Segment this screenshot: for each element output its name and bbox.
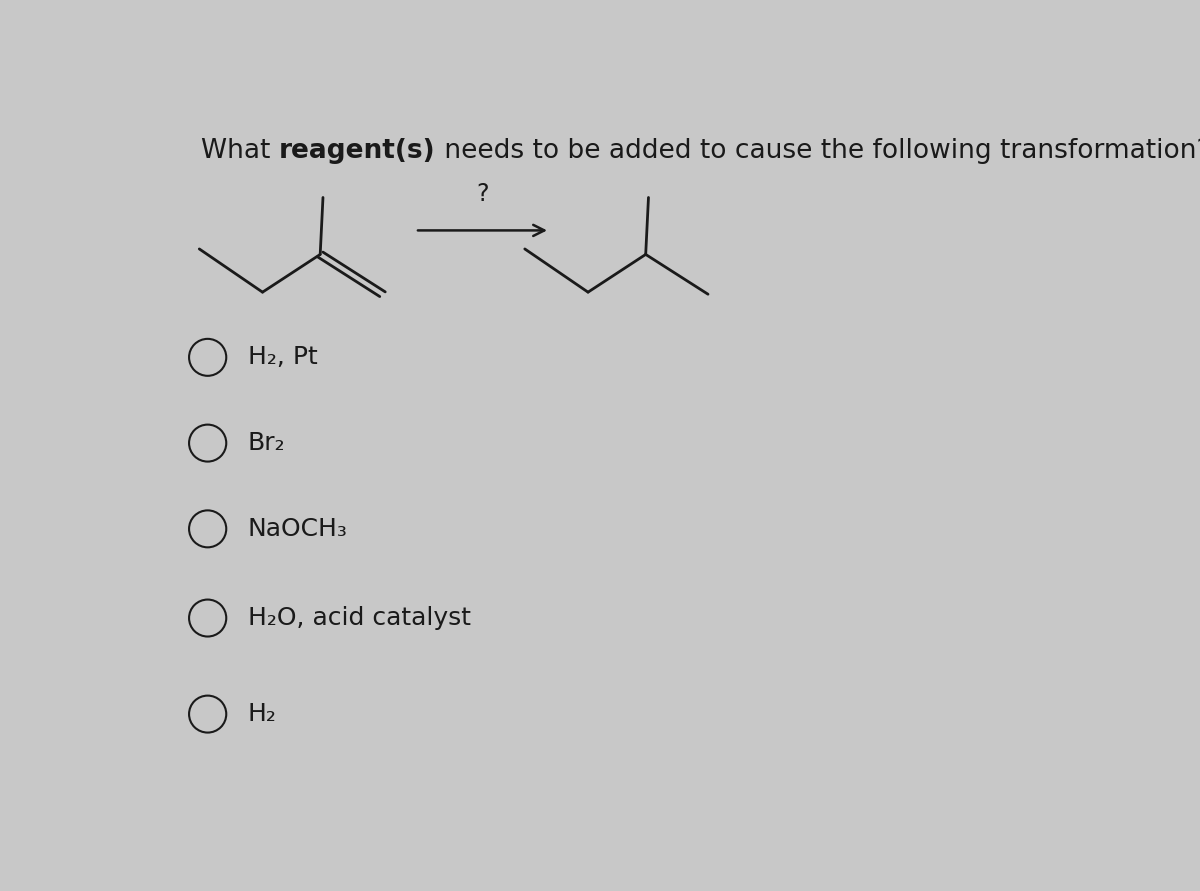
Text: needs to be added to cause the following transformation?: needs to be added to cause the following…: [436, 138, 1200, 164]
Text: H₂: H₂: [247, 702, 276, 726]
Text: reagent(s): reagent(s): [278, 138, 436, 164]
Text: ?: ?: [476, 183, 490, 207]
Text: What: What: [202, 138, 278, 164]
Text: H₂, Pt: H₂, Pt: [247, 346, 317, 370]
Text: NaOCH₃: NaOCH₃: [247, 517, 348, 541]
Text: H₂O, acid catalyst: H₂O, acid catalyst: [247, 606, 470, 630]
Text: Br₂: Br₂: [247, 431, 286, 455]
